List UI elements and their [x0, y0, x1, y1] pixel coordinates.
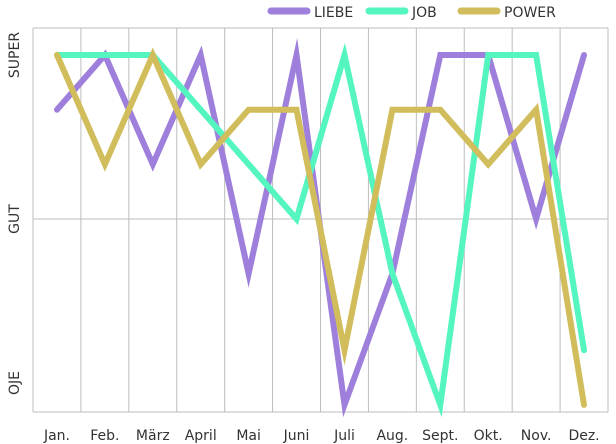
legend-label-liebe: LIEBE [314, 5, 353, 21]
x-tick-label: Juni [283, 428, 310, 444]
y-tick-label: SUPER [7, 32, 23, 78]
x-tick-label: Dez. [568, 428, 599, 444]
x-tick-label: Okt. [474, 428, 503, 444]
y-tick-label: GUT [7, 204, 23, 234]
x-tick-label: April [185, 428, 217, 444]
x-tick-label: Sept. [422, 428, 458, 444]
x-tick-label: Juli [333, 428, 355, 444]
x-axis-ticks: Jan. Feb. März April Mai Juni Juli Aug. Sept. Okt… [43, 428, 600, 444]
legend-label-power: POWER [504, 5, 556, 21]
series-lines [54, 37, 587, 418]
legend-label-job: JOB [411, 5, 437, 21]
series-line-power [54, 47, 587, 408]
x-tick-label: März [136, 428, 170, 444]
legend: LIEBE JOB POWER [267, 5, 556, 21]
x-tick-label: Mai [236, 428, 261, 444]
series-line-job [54, 42, 587, 418]
y-tick-label: OJE [7, 371, 23, 395]
y-axis-ticks: OJE GUT SUPER [7, 32, 23, 395]
x-tick-label: Feb. [90, 428, 119, 444]
x-tick-label: Aug. [376, 428, 408, 444]
grid [32, 27, 609, 413]
x-tick-label: Nov. [521, 428, 552, 444]
x-tick-label: Jan. [43, 428, 70, 444]
